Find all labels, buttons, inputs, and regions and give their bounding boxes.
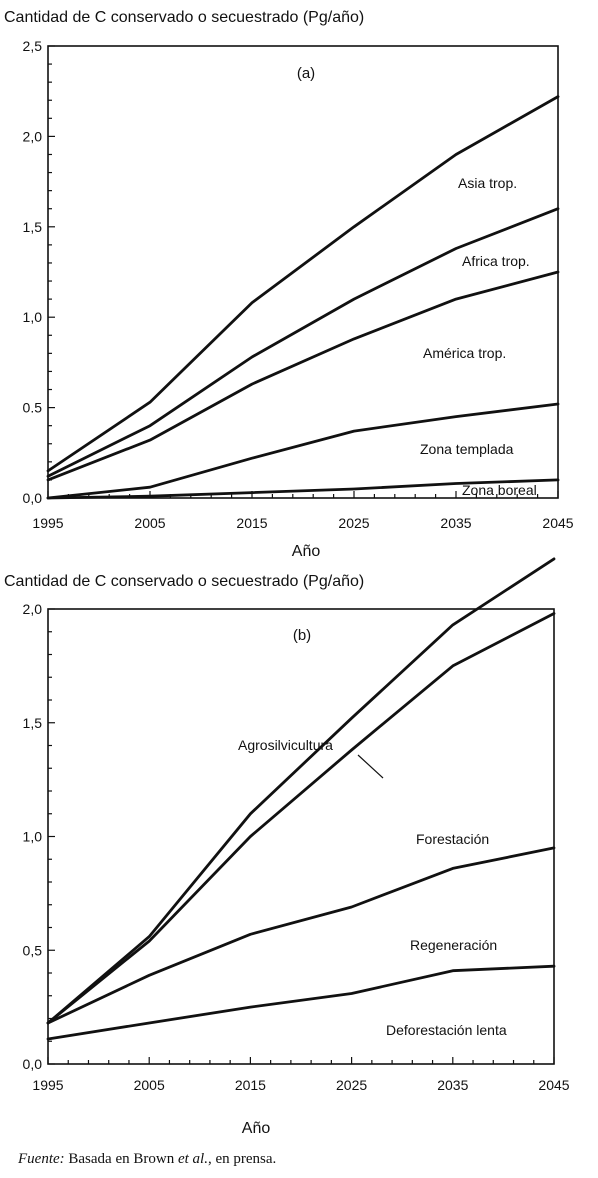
series-label-asia: Asia trop. [458, 175, 517, 191]
source-text-1: Basada en Brown [65, 1151, 178, 1167]
series-line-a-1 [46, 207, 560, 478]
series-label-templada: Zona templada [420, 441, 514, 457]
series-line-a-0 [46, 95, 560, 473]
y-tick-label: 1,0 [23, 829, 43, 845]
chart-a-series-group [46, 95, 560, 500]
source-text-2: , en prensa. [208, 1151, 276, 1167]
series-label-africa: Africa trop. [462, 253, 530, 269]
series-line-a-2 [46, 270, 560, 482]
series-label-regeneracion: Regeneración [410, 937, 497, 953]
chart-a-panel-label: (a) [297, 65, 315, 82]
x-tick-label: 1995 [32, 1077, 63, 1093]
series-label-america: América trop. [423, 345, 506, 361]
chart-b-series-group [46, 557, 556, 1041]
chart-b-series-labels: Agrosilvicultura Forestación Regeneració… [238, 737, 507, 1038]
series-line-a-3 [46, 402, 560, 500]
x-tick-label: 2025 [338, 515, 369, 531]
x-tick-label: 2025 [336, 1077, 367, 1093]
series-label-boreal: Zona boreal [462, 482, 537, 498]
series-line-b-2 [46, 846, 556, 1025]
source-note: Fuente: Basada en Brown et al., en prens… [17, 1151, 276, 1167]
y-tick-label: 0,0 [23, 490, 43, 506]
y-tick-label: 2,5 [23, 38, 43, 54]
chart-b-panel-label: (b) [293, 627, 311, 644]
series-line-b-1 [46, 612, 556, 1025]
chart-a-series-labels: Asia trop. Africa trop. América trop. Zo… [420, 175, 537, 498]
chart-a-x-label: Año [292, 543, 321, 560]
chart-b-x-label: Año [242, 1120, 271, 1137]
chart-a-title: Cantidad de C conservado o secuestrado (… [4, 9, 364, 26]
series-line-b-0 [46, 557, 556, 1025]
chart-b-y-axis: 0,0 0,5 1,0 1,5 2,0 [23, 601, 55, 1072]
chart-a-y-axis: 0,0 0.5 1,0 1,5 2,0 2,5 [23, 38, 55, 506]
x-tick-label: 2015 [235, 1077, 266, 1093]
x-tick-label: 2035 [440, 515, 471, 531]
x-tick-label: 2005 [134, 1077, 165, 1093]
y-tick-label: 2,0 [23, 601, 43, 617]
chart-a-frame [47, 45, 559, 499]
series-label-deforestacion: Deforestación lenta [386, 1022, 507, 1038]
y-tick-label: 0,5 [23, 942, 43, 958]
series-line-a-4 [46, 478, 560, 500]
series-label-agrosilvicultura: Agrosilvicultura [238, 737, 333, 753]
agrosilvicultura-pointer [357, 754, 384, 779]
source-prefix: Fuente: [17, 1151, 65, 1167]
y-tick-label: 0,0 [23, 1056, 43, 1072]
source-italic: et al. [178, 1151, 208, 1167]
y-tick-label: 1,5 [23, 715, 43, 731]
chart-a-x-axis: 1995 2005 2015 2025 2035 2045 [32, 491, 574, 531]
y-tick-label: 0.5 [23, 400, 43, 416]
chart-panel-b: Cantidad de C conservado o secuestrado (… [4, 557, 570, 1137]
x-tick-label: 2035 [437, 1077, 468, 1093]
x-tick-label: 2005 [134, 515, 165, 531]
y-tick-label: 2,0 [23, 128, 43, 144]
x-tick-label: 1995 [32, 515, 63, 531]
x-tick-label: 2045 [542, 515, 573, 531]
x-tick-label: 2045 [538, 1077, 569, 1093]
x-tick-label: 2015 [236, 515, 267, 531]
y-tick-label: 1,0 [23, 309, 43, 325]
chart-panel-a: Cantidad de C conservado o secuestrado (… [4, 9, 574, 560]
y-tick-label: 1,5 [23, 219, 43, 235]
series-label-forestacion: Forestación [416, 831, 489, 847]
chart-b-x-axis: 1995 2005 2015 2025 2035 2045 [32, 1057, 570, 1093]
series-line-b-3 [46, 964, 556, 1041]
chart-b-title: Cantidad de C conservado o secuestrado (… [4, 573, 364, 590]
